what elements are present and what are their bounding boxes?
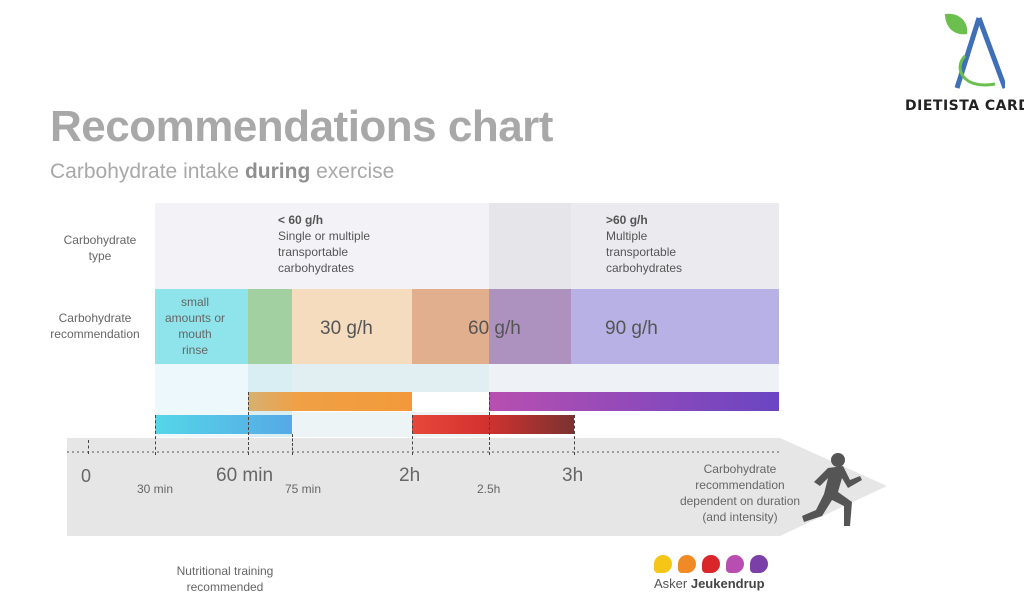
dot-magenta-icon (726, 555, 744, 573)
rec-small-block (155, 289, 248, 364)
tick-30 (155, 415, 157, 455)
bar-purple (489, 392, 779, 411)
pale-band-mid (292, 364, 489, 392)
type-band-low (155, 203, 489, 289)
row-label-recommendation: Carbohydrate recommendation (50, 311, 140, 341)
dot-yellow-icon (654, 555, 672, 573)
axis-label-75min: 75 min (285, 482, 322, 496)
row-label-type: Carbohydrate type (63, 233, 137, 263)
type-band-mid (489, 203, 571, 289)
rec-30-block (292, 289, 412, 364)
rec-transition-block (248, 289, 292, 364)
brand-logo: DIETISTA CARDI (905, 8, 1024, 118)
rec-90-label: 90 g/h (605, 318, 658, 339)
logo-mark-icon (945, 13, 1005, 89)
tick-3h (574, 415, 576, 455)
rec-60-label: 60 g/h (468, 318, 521, 339)
axis-label-25h: 2.5h (477, 482, 501, 496)
dot-purple-icon (750, 555, 768, 573)
rec-30-label: 30 g/h (320, 318, 373, 339)
tick-0 (88, 440, 90, 454)
tick-60 (248, 392, 250, 455)
footnote: Nutritional training recommended (176, 564, 274, 594)
rec-90-block (571, 289, 779, 364)
bar-orange (248, 392, 412, 411)
author-name: Asker Jeukendrup (654, 576, 765, 591)
axis-note: Carbohydrate recommendation dependent on… (679, 462, 801, 524)
axis-label-3h: 3h (562, 465, 584, 486)
pale-band-right (489, 364, 779, 392)
axis-label-30min: 30 min (137, 482, 174, 496)
tick-2h (412, 415, 414, 455)
page-title: Recommendations chart (50, 102, 553, 151)
axis-label-60min: 60 min (216, 465, 274, 486)
rec-60-overlap-block (489, 289, 571, 364)
axis-label-0: 0 (81, 466, 92, 486)
rec-small-text: small amounts or mouth rinse (164, 295, 226, 357)
dot-orange-icon (678, 555, 696, 573)
logo-text: DIETISTA CARDI (905, 98, 1024, 114)
author-dots (654, 555, 784, 575)
type-high-text: >60 g/h Multiple transportable carbohydr… (606, 213, 683, 275)
runner-icon (802, 453, 862, 526)
type-low-text: < 60 g/h Single or multiple transportabl… (278, 213, 371, 275)
timeline-arrow (67, 438, 887, 536)
type-band-high (571, 203, 779, 289)
tick-25h (489, 392, 491, 455)
axis-label-2h: 2h (399, 465, 421, 486)
tick-75 (292, 434, 294, 455)
dot-red-icon (702, 555, 720, 573)
rec-60-block (412, 289, 489, 364)
page-subtitle: Carbohydrate intake during exercise (50, 160, 395, 183)
bar-red (412, 415, 574, 434)
bar-blue (155, 415, 292, 434)
